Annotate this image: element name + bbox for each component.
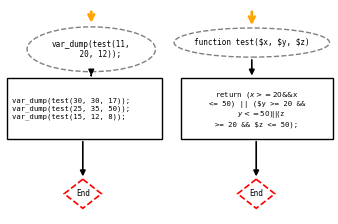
Text: End: End	[76, 189, 90, 198]
Text: var_dump(test(11,
    20, 12));: var_dump(test(11, 20, 12));	[52, 40, 130, 59]
Text: var_dump(test(30, 30, 17));
var_dump(test(25, 35, 50));
var_dump(test(15, 12, 8): var_dump(test(30, 30, 17)); var_dump(tes…	[12, 98, 130, 120]
Text: return ($x >= 20 && $x
<= 50) || ($y >= 20 &&
  $y <= 50) || ($z
>= 20 && $z <= : return ($x >= 20 && $x <= 50) || ($y >= …	[209, 90, 305, 128]
Text: function test($x, $y, $z): function test($x, $y, $z)	[194, 38, 310, 47]
Text: End: End	[249, 189, 263, 198]
